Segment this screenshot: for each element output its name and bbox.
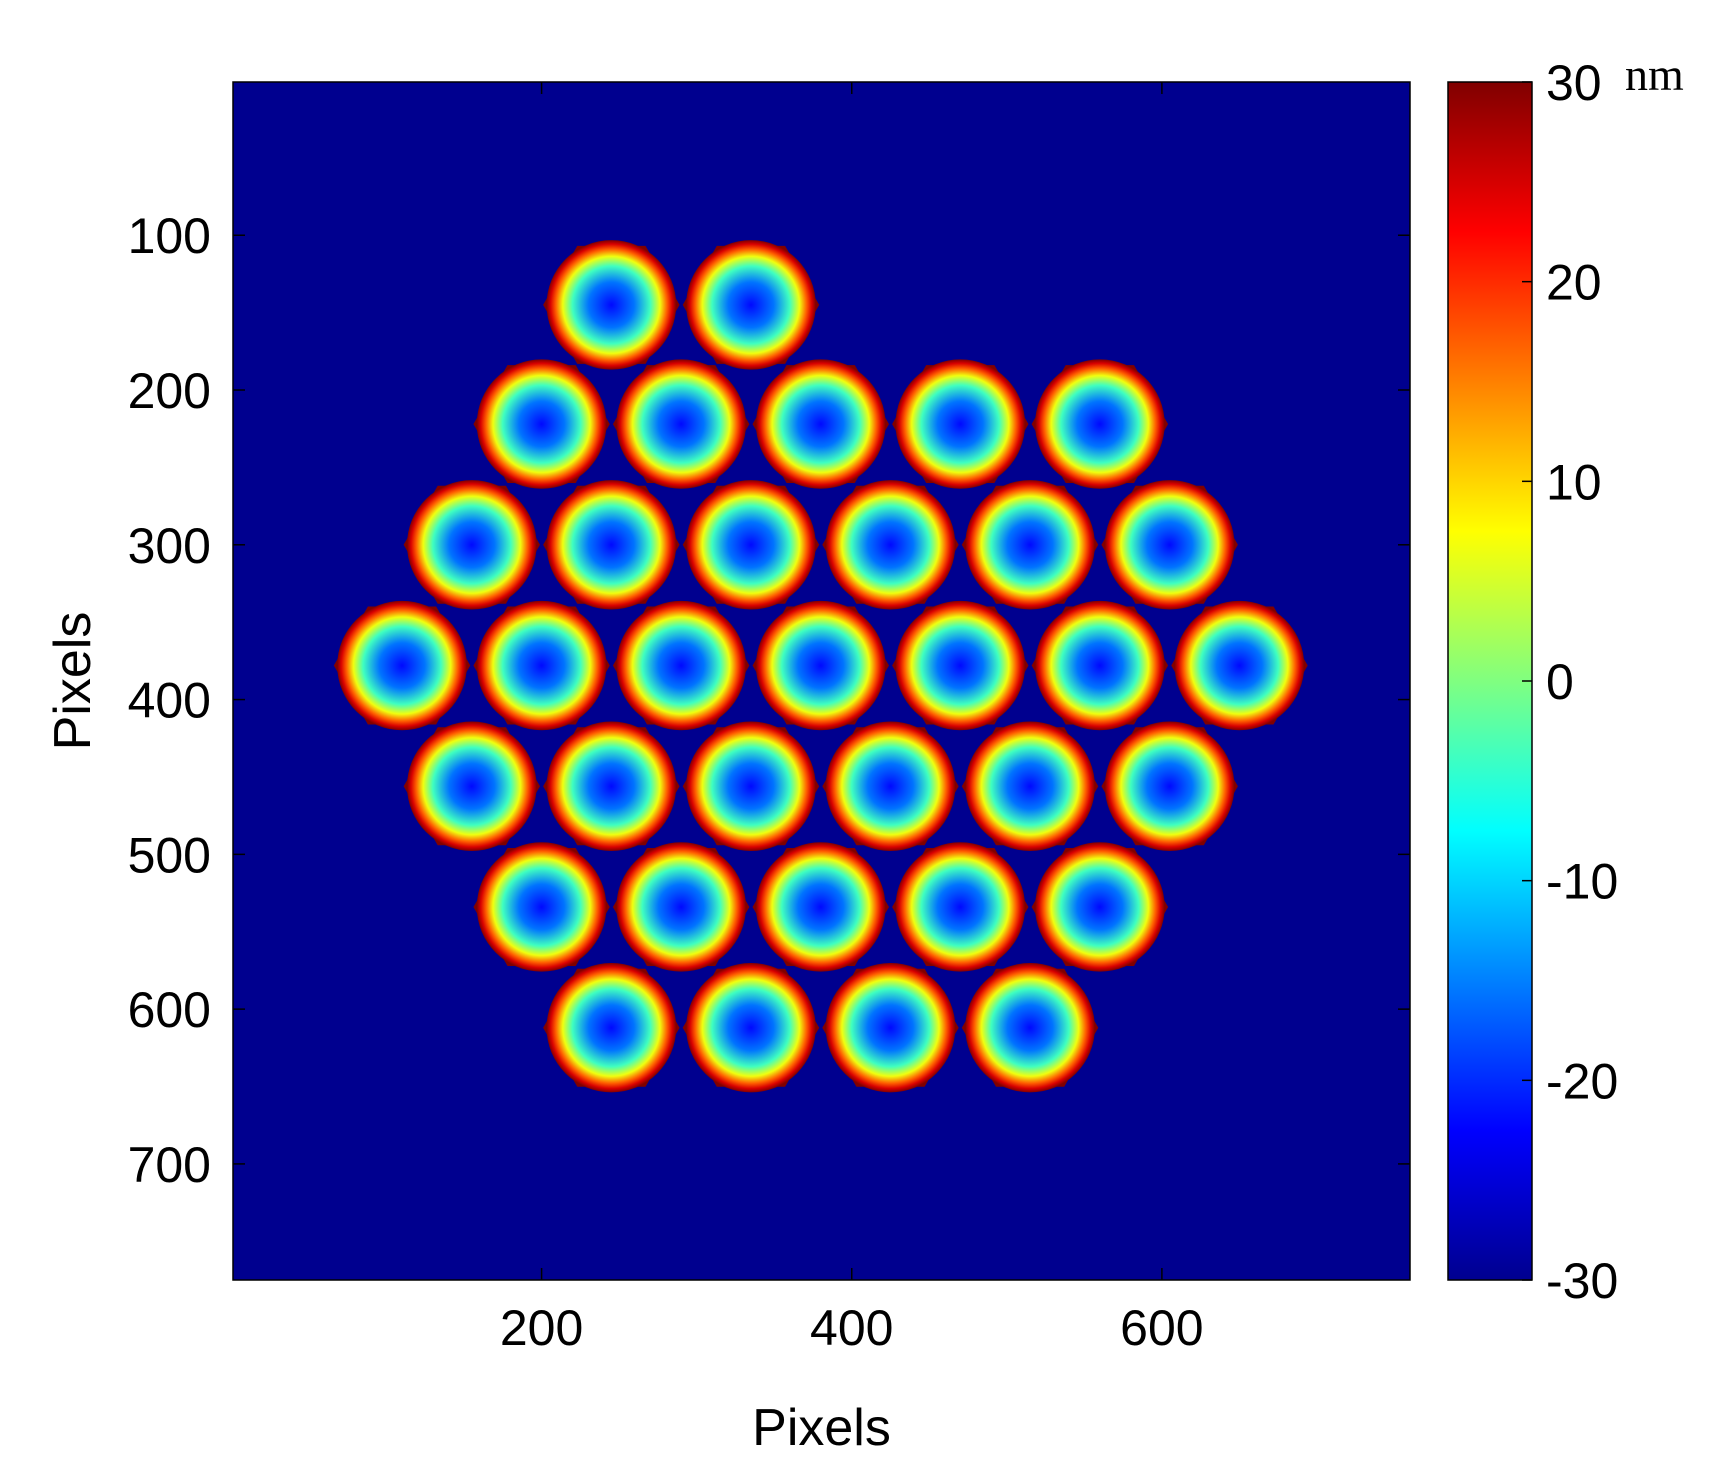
segment-16 — [616, 600, 746, 731]
colorbar-tick-label: 10 — [1546, 454, 1602, 510]
x-axis-label: Pixels — [752, 1399, 891, 1457]
segment-19 — [1035, 600, 1165, 731]
segment-23 — [686, 721, 816, 851]
segment-24 — [825, 721, 956, 851]
segment-15 — [476, 600, 607, 731]
colorbar-ticks: -30 -20 -10 0 10 20 30 — [1522, 55, 1618, 1309]
y-tick-label: 400 — [128, 673, 211, 729]
segment-4 — [616, 359, 746, 489]
segment-33 — [686, 963, 816, 1093]
segment-2 — [686, 240, 816, 370]
segment-25 — [965, 721, 1095, 851]
y-tick-label: 300 — [128, 518, 211, 574]
segment-8 — [406, 480, 537, 610]
y-tick-label: 600 — [128, 982, 211, 1038]
segment-13 — [1104, 480, 1235, 610]
y-tick-label: 700 — [128, 1137, 211, 1193]
segment-18 — [895, 600, 1026, 731]
plot-frame — [232, 81, 1411, 1281]
segment-26 — [1104, 721, 1235, 851]
segment-5 — [755, 359, 886, 489]
segment-28 — [616, 842, 746, 972]
y-axis-label: Pixels — [44, 612, 102, 751]
segment-31 — [1035, 842, 1165, 972]
segment-32 — [546, 963, 677, 1093]
colorbar-tick-label: 30 — [1546, 55, 1602, 111]
x-tick-label: 200 — [500, 1300, 583, 1356]
colorbar-tick-label: -20 — [1546, 1053, 1618, 1109]
segment-12 — [965, 480, 1095, 610]
colorbar-tick-label: -10 — [1546, 854, 1618, 910]
colorbar-tick-label: 0 — [1546, 654, 1574, 710]
y-tick-label: 500 — [128, 827, 211, 883]
segment-17 — [755, 600, 886, 731]
y-axis-ticks: 100 200 300 400 500 600 700 — [128, 208, 1410, 1193]
colorbar-unit-label: nm — [1625, 49, 1684, 100]
colorbar-tick-label: -30 — [1546, 1253, 1618, 1309]
x-axis-ticks: 200 400 600 — [500, 82, 1204, 1356]
x-tick-label: 400 — [810, 1300, 893, 1356]
mirror-segments — [333, 240, 1308, 1093]
segment-10 — [686, 480, 816, 610]
colorbar-gradient — [1447, 81, 1533, 1281]
segment-34 — [825, 963, 956, 1093]
segment-3 — [476, 359, 607, 489]
segment-29 — [755, 842, 886, 972]
segment-22 — [546, 721, 677, 851]
segment-6 — [895, 359, 1026, 489]
segment-1 — [546, 240, 677, 370]
segment-9 — [546, 480, 677, 610]
segment-21 — [406, 721, 537, 851]
segment-30 — [895, 842, 1026, 972]
segment-35 — [965, 963, 1095, 1093]
segment-11 — [825, 480, 956, 610]
x-tick-label: 600 — [1120, 1300, 1203, 1356]
y-tick-label: 200 — [128, 363, 211, 419]
colorbar-tick-label: 20 — [1546, 255, 1602, 311]
segment-20 — [1174, 600, 1305, 731]
segment-14 — [337, 600, 467, 731]
colorbar — [1447, 81, 1533, 1281]
segment-7 — [1035, 359, 1165, 489]
segment-27 — [476, 842, 607, 972]
y-tick-label: 100 — [128, 208, 211, 264]
